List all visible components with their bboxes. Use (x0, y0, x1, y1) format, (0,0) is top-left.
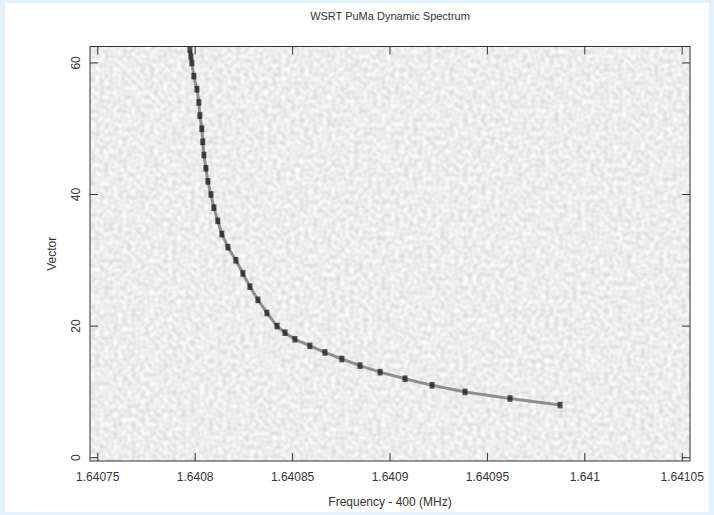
x-tick-label: 1.64075 (76, 470, 120, 484)
x-tick-label: 1.641 (570, 470, 600, 484)
track-cell (463, 389, 468, 396)
x-tick-label: 1.6409 (372, 470, 409, 484)
x-tick (584, 453, 585, 461)
y-tick-label: 60 (69, 56, 83, 70)
x-tick-top (292, 47, 293, 55)
track-cell (194, 86, 199, 93)
spectrum-background (90, 47, 690, 462)
track-cell (196, 99, 201, 106)
y-tick-right (682, 62, 690, 63)
track-cell (255, 297, 260, 304)
x-tick-top (487, 47, 488, 55)
y-tick-right (682, 457, 690, 458)
track-line (190, 50, 560, 405)
track-cell (187, 47, 192, 54)
track-cell (403, 375, 408, 382)
x-tick-top (390, 47, 391, 55)
plot-frame (90, 47, 690, 462)
plot-area (187, 47, 562, 409)
track-cell (430, 382, 435, 389)
x-tick (97, 453, 98, 461)
track-cell (307, 343, 312, 350)
track-cell (508, 395, 513, 402)
track-cell (191, 73, 196, 80)
x-tick-top (682, 47, 683, 55)
track-cell (203, 165, 208, 172)
track-cell (339, 356, 344, 363)
track-cell (205, 178, 210, 185)
chart: 1.64075 1.6408 1.64085 1.6409 1.64095 1.641 1.… (0, 0, 714, 515)
title: WSRT PuMa Dynamic Spectrum (310, 10, 470, 22)
track-cell (378, 369, 383, 376)
track-cell (292, 336, 297, 343)
y-tick-label: 40 (69, 188, 83, 202)
y-tick-right (682, 326, 690, 327)
y-axis-title: Vector (45, 237, 59, 271)
y-tick-label: 20 (69, 319, 83, 333)
x-tick-top (584, 47, 585, 55)
x-tick-label: 1.64085 (271, 470, 315, 484)
x-tick-label: 1.64095 (466, 470, 510, 484)
y-tick-right (682, 194, 690, 195)
track-cell (208, 191, 213, 198)
track-cell (264, 310, 269, 317)
x-tick (682, 453, 683, 461)
track-cell (283, 329, 288, 336)
track-cell (275, 323, 280, 330)
track-cell (225, 244, 230, 251)
track-cell (201, 152, 206, 159)
x-axis-title: Frequency - 400 (MHz) (328, 495, 451, 509)
x-tick-top (195, 47, 196, 55)
y-tick (90, 194, 98, 195)
track-cell (199, 125, 204, 132)
track-cell (215, 218, 220, 225)
track-cell (189, 60, 194, 67)
x-tick (390, 453, 391, 461)
track-cell (200, 139, 205, 146)
track-cell (358, 362, 363, 369)
x-tick-top (97, 47, 98, 55)
track-cell (240, 270, 245, 277)
track-cell (558, 402, 563, 409)
y-tick (90, 457, 98, 458)
track-cell (197, 112, 202, 119)
x-tick (292, 453, 293, 461)
track-cell (188, 53, 193, 60)
track-cell (233, 257, 238, 264)
track-cell (219, 231, 224, 238)
x-tick (195, 453, 196, 461)
y-tick-label: 0 (69, 454, 83, 461)
y-tick (90, 62, 98, 63)
x-tick-label: 1.6408 (177, 470, 214, 484)
track-cell (322, 349, 327, 356)
track-cell (247, 283, 252, 290)
y-tick (90, 326, 98, 327)
x-tick (487, 453, 488, 461)
track-cell (211, 204, 216, 211)
panel (5, 3, 709, 512)
x-tick-label: 1.64105 (661, 470, 705, 484)
